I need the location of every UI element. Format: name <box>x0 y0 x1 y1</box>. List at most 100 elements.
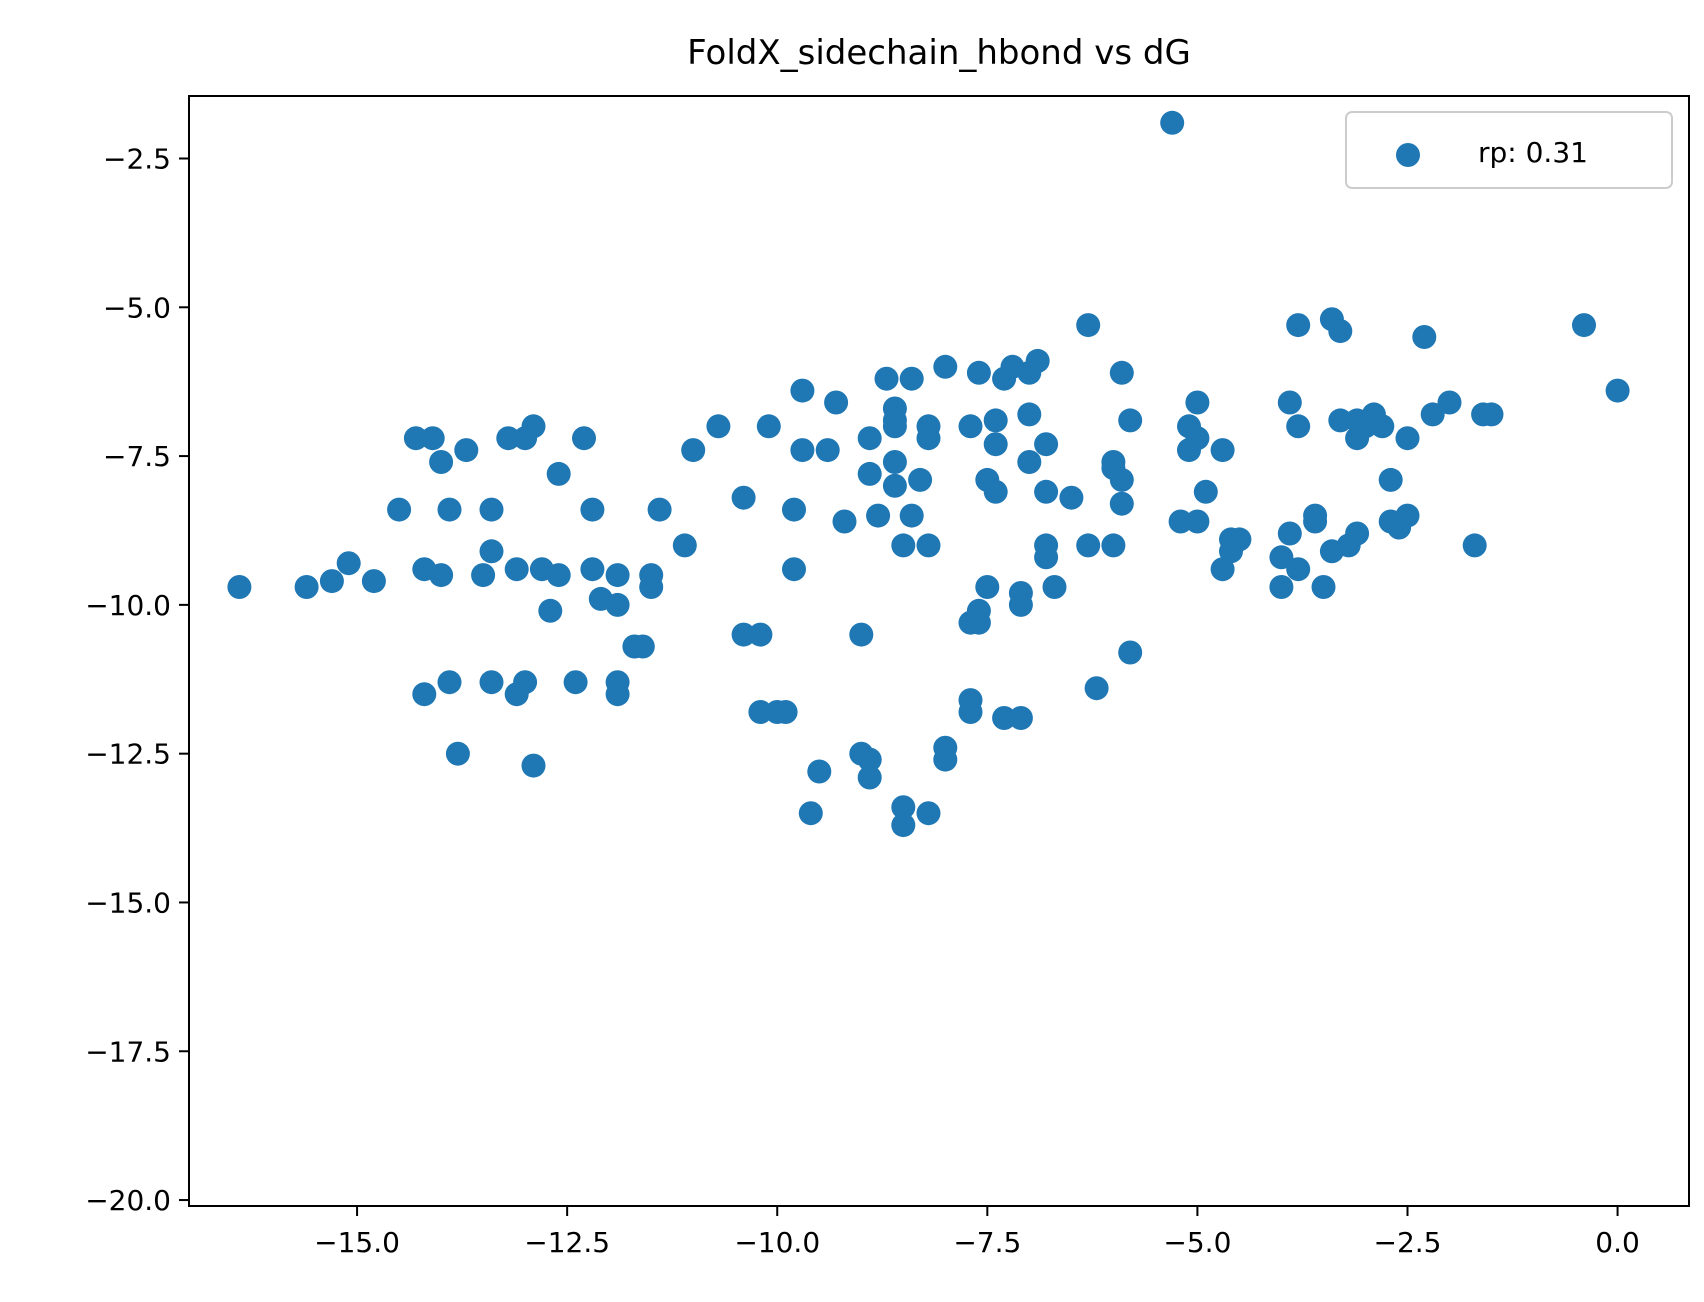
data-point <box>479 539 504 564</box>
y-tick-label: −20.0 <box>85 1184 171 1217</box>
data-point <box>874 366 899 391</box>
data-point <box>933 354 958 379</box>
data-point <box>916 533 941 558</box>
data-point <box>1286 414 1311 439</box>
data-point <box>807 759 832 784</box>
data-point <box>437 497 462 522</box>
y-tick-label: −5.0 <box>103 291 171 324</box>
data-point <box>681 438 706 463</box>
data-point <box>1118 640 1143 665</box>
data-point <box>1109 491 1134 516</box>
data-point <box>815 438 840 463</box>
data-point <box>1378 467 1403 492</box>
data-point <box>479 497 504 522</box>
data-point <box>1328 319 1353 344</box>
data-point <box>899 503 924 528</box>
data-point <box>882 408 907 433</box>
data-point <box>387 497 412 522</box>
data-point <box>1210 557 1235 582</box>
data-point <box>1286 313 1311 338</box>
data-point <box>798 801 823 826</box>
data-point <box>1017 402 1042 427</box>
data-point <box>983 408 1008 433</box>
data-point <box>471 563 496 588</box>
data-point <box>1605 378 1630 403</box>
data-point <box>958 688 983 713</box>
data-point <box>958 414 983 439</box>
data-point <box>882 450 907 474</box>
data-point <box>790 438 815 463</box>
y-tick-label: −12.5 <box>85 738 171 771</box>
data-point <box>824 390 849 415</box>
data-point <box>605 563 630 588</box>
data-point <box>891 795 916 820</box>
x-tick-label: −5.0 <box>1163 1226 1231 1259</box>
chart-title: FoldX_sidechain_hbond vs dG <box>687 33 1191 73</box>
data-point <box>731 485 756 510</box>
data-point <box>933 747 958 772</box>
data-point <box>857 747 882 772</box>
data-point <box>1479 402 1504 427</box>
data-point <box>605 592 630 617</box>
data-point <box>437 670 462 695</box>
data-point <box>361 569 386 594</box>
plot-area-frame <box>188 95 1690 1207</box>
data-point <box>1462 533 1487 558</box>
data-point <box>504 557 529 582</box>
data-point <box>1395 503 1420 528</box>
data-point <box>605 682 630 707</box>
data-point <box>1269 545 1294 570</box>
data-point <box>672 533 697 558</box>
data-point <box>1227 527 1252 552</box>
data-point <box>1034 545 1059 570</box>
data-point <box>748 700 773 724</box>
data-point <box>639 563 664 588</box>
data-point <box>429 450 454 474</box>
data-point <box>294 575 319 599</box>
data-point <box>572 426 596 451</box>
data-point <box>748 622 773 647</box>
data-point <box>580 497 605 522</box>
data-point <box>479 670 504 695</box>
y-tick-label: −2.5 <box>103 142 171 175</box>
data-point <box>1412 325 1437 349</box>
data-point <box>1572 313 1596 338</box>
data-point <box>882 473 907 498</box>
legend: rp: 0.31 <box>1345 111 1673 189</box>
data-point <box>1328 408 1353 433</box>
data-point <box>1277 521 1302 546</box>
x-tick-label: −7.5 <box>953 1226 1021 1259</box>
data-points <box>227 110 1630 838</box>
data-point <box>1303 503 1328 528</box>
data-point <box>630 634 655 659</box>
data-point <box>227 575 252 599</box>
x-tick-label: −15.0 <box>314 1226 400 1259</box>
data-point <box>1193 479 1218 504</box>
data-point <box>1084 676 1109 701</box>
data-point <box>1370 414 1395 439</box>
data-point <box>1269 575 1294 599</box>
data-point <box>563 670 588 695</box>
data-point <box>790 378 815 403</box>
data-point <box>992 706 1017 730</box>
data-point <box>1076 313 1101 338</box>
data-point <box>1311 575 1336 599</box>
data-point <box>756 414 781 439</box>
data-point <box>412 682 437 707</box>
data-point <box>1395 426 1420 451</box>
data-point <box>445 741 470 766</box>
x-tick-label: 0.0 <box>1595 1226 1640 1259</box>
data-point <box>866 503 891 528</box>
data-point <box>983 479 1008 504</box>
data-point <box>420 426 445 451</box>
data-point <box>513 670 538 695</box>
data-point <box>1160 110 1185 135</box>
data-point <box>521 414 546 439</box>
x-axis-ticks: −15.0 −12.5 −10.0 −7.5 −5.0 −2.5 0.0 <box>314 1206 1640 1259</box>
data-point <box>1277 390 1302 415</box>
data-point <box>1059 485 1084 510</box>
data-point <box>336 551 361 576</box>
data-point <box>857 426 882 451</box>
